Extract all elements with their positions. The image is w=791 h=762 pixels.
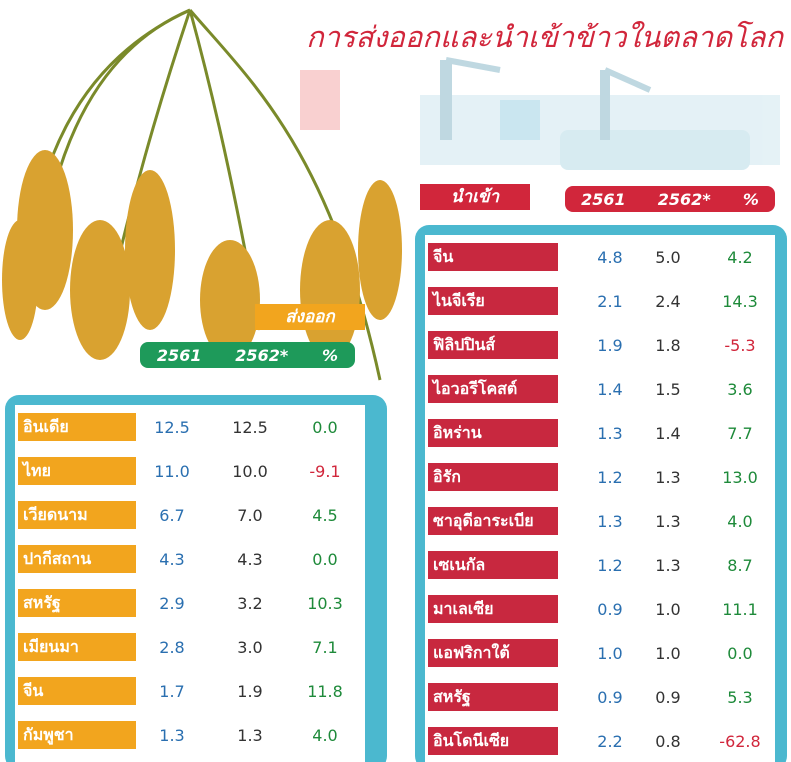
value-cell: 2.2	[580, 732, 640, 751]
value-cell: 1.3	[580, 424, 640, 443]
value-cell: 14.3	[710, 292, 770, 311]
value-cell: 0.9	[580, 600, 640, 619]
value-cell: 1.2	[580, 468, 640, 487]
country-label: ไทย	[18, 457, 136, 485]
country-label: มาเลเซีย	[428, 595, 558, 623]
header-cell: %	[322, 346, 338, 365]
country-label: จีน	[428, 243, 558, 271]
value-cell: 4.8	[580, 248, 640, 267]
country-label: สหรัฐ	[428, 683, 558, 711]
value-cell: 11.1	[710, 600, 770, 619]
header-cell: 2561	[581, 190, 626, 209]
value-cell: 12.5	[220, 418, 280, 437]
value-cell: 7.0	[220, 506, 280, 525]
value-cell: 1.2	[580, 556, 640, 575]
value-cell: 1.3	[142, 726, 202, 745]
value-cell: 0.8	[638, 732, 698, 751]
header-cell: 2562*	[658, 190, 711, 209]
value-cell: 1.8	[638, 336, 698, 355]
value-cell: 11.0	[142, 462, 202, 481]
value-cell: 7.1	[295, 638, 355, 657]
country-label: เมียนมา	[18, 633, 136, 661]
value-cell: 0.0	[710, 644, 770, 663]
value-cell: 3.6	[710, 380, 770, 399]
value-cell: -5.3	[710, 336, 770, 355]
value-cell: 1.4	[580, 380, 640, 399]
country-label: ซาอุดีอาระเบีย	[428, 507, 558, 535]
value-cell: 7.7	[710, 424, 770, 443]
country-label: อิรัก	[428, 463, 558, 491]
header-cell: 2561	[157, 346, 202, 365]
value-cell: 1.3	[638, 512, 698, 531]
value-cell: 8.7	[710, 556, 770, 575]
value-cell: 1.0	[580, 644, 640, 663]
title: การส่งออกและนำเข้าข้าวในตลาดโลก	[306, 14, 783, 60]
value-cell: 4.3	[142, 550, 202, 569]
value-cell: 0.0	[295, 550, 355, 569]
value-cell: 6.7	[142, 506, 202, 525]
value-cell: 0.9	[580, 688, 640, 707]
import-header: 2561 2562*%	[565, 186, 775, 212]
export-label: ส่งออก	[255, 304, 365, 330]
import-label: นำเข้า	[420, 184, 530, 210]
value-cell: 12.5	[142, 418, 202, 437]
country-label: กัมพูชา	[18, 721, 136, 749]
value-cell: 2.4	[638, 292, 698, 311]
value-cell: 1.7	[142, 682, 202, 701]
value-cell: 2.9	[142, 594, 202, 613]
country-label: ปากีสถาน	[18, 545, 136, 573]
country-label: เซเนกัล	[428, 551, 558, 579]
value-cell: 0.0	[295, 418, 355, 437]
value-cell: 4.0	[295, 726, 355, 745]
value-cell: 13.0	[710, 468, 770, 487]
infographic: การส่งออกและนำเข้าข้าวในตลาดโลก นำเข้า 2…	[0, 0, 791, 762]
country-label: ฟิลิปปินส์	[428, 331, 558, 359]
value-cell: 5.0	[638, 248, 698, 267]
value-cell: 1.3	[580, 512, 640, 531]
value-cell: 3.0	[220, 638, 280, 657]
value-cell: 11.8	[295, 682, 355, 701]
country-label: จีน	[18, 677, 136, 705]
country-label: อินเดีย	[18, 413, 136, 441]
export-header: 2561 2562*%	[140, 342, 355, 368]
country-label: อินโดนีเซีย	[428, 727, 558, 755]
value-cell: 1.4	[638, 424, 698, 443]
value-cell: -9.1	[295, 462, 355, 481]
header-cell: %	[743, 190, 759, 209]
header-cell: 2562*	[235, 346, 288, 365]
value-cell: 4.5	[295, 506, 355, 525]
value-cell: 1.3	[220, 726, 280, 745]
country-label: อิหร่าน	[428, 419, 558, 447]
value-cell: -62.8	[710, 732, 770, 751]
export-table: อินเดีย 12.5 12.5 0.0 ไทย 11.0 10.0 -9.1 เวียดนา…	[15, 405, 365, 762]
value-cell: 1.9	[580, 336, 640, 355]
country-label: เวียดนาม	[18, 501, 136, 529]
value-cell: 4.2	[710, 248, 770, 267]
value-cell: 10.3	[295, 594, 355, 613]
country-label: ไอวอรีโคสต์	[428, 375, 558, 403]
value-cell: 4.0	[710, 512, 770, 531]
value-cell: 1.0	[638, 644, 698, 663]
value-cell: 3.2	[220, 594, 280, 613]
value-cell: 4.3	[220, 550, 280, 569]
value-cell: 2.1	[580, 292, 640, 311]
value-cell: 1.5	[638, 380, 698, 399]
value-cell: 0.9	[638, 688, 698, 707]
value-cell: 1.0	[638, 600, 698, 619]
value-cell: 1.3	[638, 556, 698, 575]
country-label: ไนจีเรีย	[428, 287, 558, 315]
country-label: แอฟริกาใต้	[428, 639, 558, 667]
value-cell: 10.0	[220, 462, 280, 481]
value-cell: 1.3	[638, 468, 698, 487]
country-label: สหรัฐ	[18, 589, 136, 617]
value-cell: 5.3	[710, 688, 770, 707]
value-cell: 1.9	[220, 682, 280, 701]
value-cell: 2.8	[142, 638, 202, 657]
